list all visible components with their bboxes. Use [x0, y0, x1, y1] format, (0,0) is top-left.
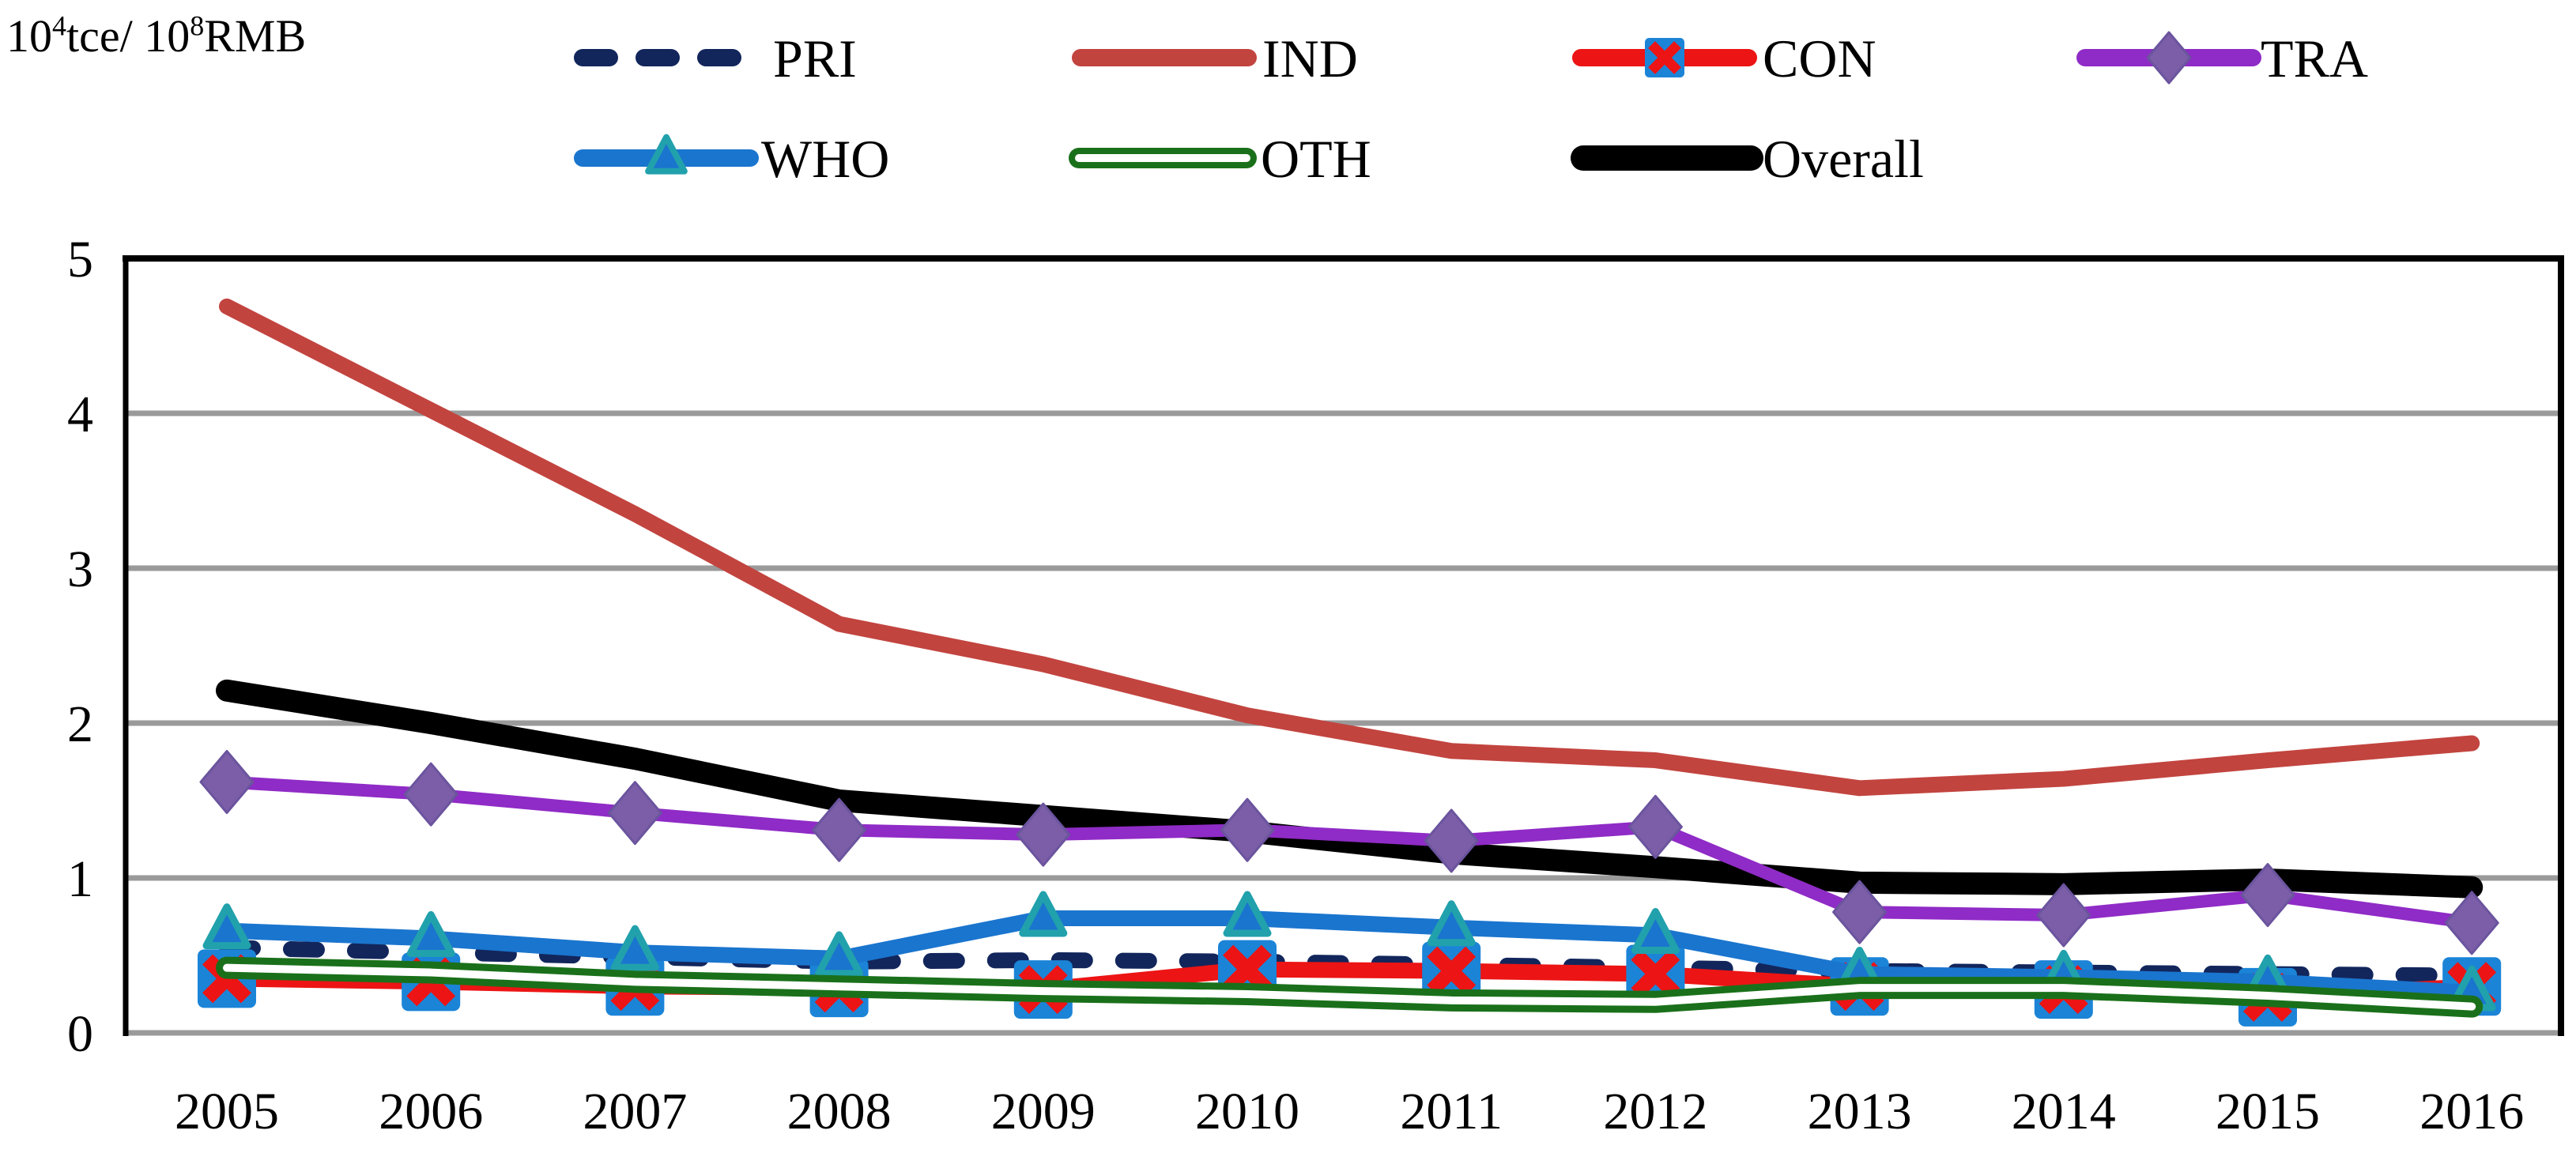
y-tick-label: 3 — [67, 541, 93, 598]
TRA-marker — [1220, 797, 1275, 862]
legend-label-WHO: WHO — [761, 129, 889, 189]
legend-marker-CON — [1645, 38, 1684, 77]
WHO-marker — [1427, 900, 1476, 947]
x-tick-label: 2011 — [1400, 1083, 1503, 1140]
legend-label-PRI: PRI — [773, 28, 857, 89]
unit-exponent: 8 — [190, 9, 205, 42]
y-tick-label: 0 — [67, 1005, 93, 1063]
marker-x-stroke — [1223, 944, 1272, 994]
TRA-marker — [2036, 883, 2091, 948]
TRA-line — [221, 775, 2479, 929]
WHO-marker — [610, 925, 659, 971]
y-axis-unit-label: 104tce/ 108RMB — [6, 9, 306, 62]
TRA-marker — [2444, 891, 2499, 955]
legend-item-PRI: PRI — [574, 28, 857, 89]
CON-marker — [1626, 944, 1685, 1004]
WHO-marker — [815, 931, 864, 978]
legend-marker-WHO — [645, 134, 688, 175]
y-tick-label: 1 — [67, 850, 93, 908]
marker-x-stroke — [1427, 946, 1477, 996]
legend-label-Overall: Overall — [1763, 129, 1924, 189]
unit-base: 10 — [6, 10, 52, 62]
legend-item-Overall: Overall — [1571, 129, 1924, 189]
legend-marker-TRA — [2146, 31, 2192, 85]
x-tick-label: 2009 — [991, 1083, 1096, 1140]
unit-exponent: 4 — [52, 9, 66, 42]
legend-item-OTH: OTH — [1069, 129, 1371, 189]
WHO-marker — [1223, 891, 1272, 937]
legend-label-CON: CON — [1763, 28, 1876, 89]
WHO-marker — [1019, 891, 1068, 937]
WHO-line — [219, 910, 2480, 1001]
legend-label-IND: IND — [1262, 28, 1358, 89]
TRA-marker — [812, 797, 867, 862]
TRA-marker — [607, 781, 662, 846]
legend-label-OTH: OTH — [1261, 129, 1371, 189]
WHO-marker — [406, 910, 455, 957]
legend-item-WHO: WHO — [574, 129, 889, 189]
x-tick-label: 2012 — [1603, 1083, 1707, 1140]
x-tick-label: 2007 — [583, 1083, 687, 1140]
OTH-line-inner — [223, 963, 2476, 1011]
y-tick-label: 4 — [67, 386, 93, 443]
x-tick-label: 2010 — [1195, 1083, 1299, 1140]
CON-marker — [1422, 941, 1481, 1000]
y-tick-label: 2 — [67, 695, 93, 753]
Overall-line — [216, 679, 2484, 899]
marker-x-stroke — [1648, 41, 1681, 74]
x-tick-label: 2015 — [2216, 1083, 2320, 1140]
unit-mid: tce/ 10 — [66, 10, 190, 62]
x-tick-label: 2014 — [2012, 1083, 2116, 1140]
x-tick-label: 2008 — [787, 1083, 892, 1140]
x-tick-label: 2006 — [379, 1083, 483, 1140]
TRA-marker — [2240, 863, 2295, 928]
legend-label-TRA: TRA — [2261, 28, 2368, 89]
legend-item-CON: CON — [1572, 28, 1876, 89]
x-tick-label: 2013 — [1808, 1083, 1912, 1140]
unit-end: RMB — [204, 10, 307, 62]
marker-x-stroke — [1631, 949, 1680, 999]
TRA-marker — [1627, 794, 1683, 859]
legend-item-IND: IND — [1072, 28, 1358, 89]
TRA-marker — [1016, 802, 1071, 867]
y-tick-label: 5 — [67, 231, 93, 288]
x-tick-label: 2005 — [175, 1083, 279, 1140]
IND-line — [219, 298, 2480, 797]
TRA-marker — [1832, 880, 1888, 944]
WHO-marker — [1631, 908, 1680, 955]
TRA-marker — [199, 749, 255, 814]
legend-item-TRA: TRA — [2076, 28, 2368, 89]
TRA-marker — [1424, 808, 1479, 873]
x-tick-label: 2016 — [2419, 1083, 2524, 1140]
TRA-marker — [403, 762, 458, 827]
WHO-marker — [202, 903, 251, 950]
